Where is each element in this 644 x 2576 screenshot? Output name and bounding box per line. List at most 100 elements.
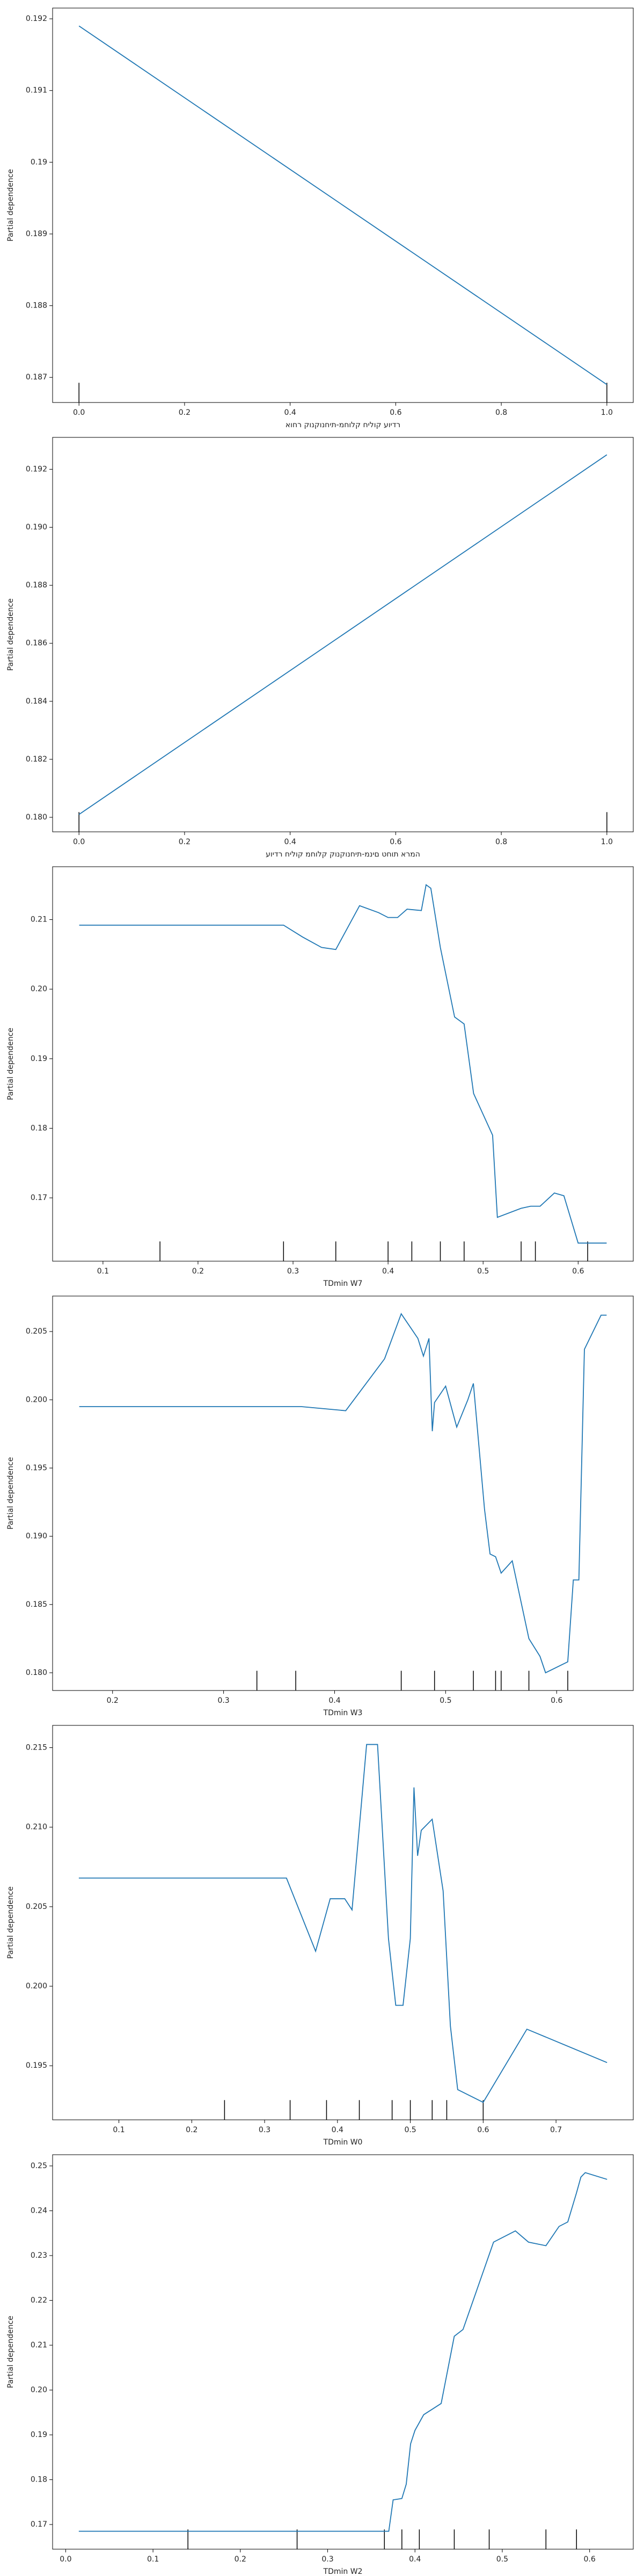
x-tick-label: 0.4 [284, 408, 296, 417]
axes-frame [52, 866, 634, 1262]
x-tick-label: 0.7 [550, 2126, 562, 2134]
y-tick-label: 0.22 [31, 2296, 47, 2304]
axes-frame [52, 2154, 634, 2550]
x-tick-label: 0.0 [73, 408, 85, 417]
y-axis-label: Partial dependence [6, 598, 15, 671]
y-tick-label: 0.189 [26, 230, 47, 238]
y-tick-label: 0.19 [31, 158, 47, 166]
y-tick-label: 0.17 [31, 1194, 47, 1202]
x-tick-label: 0.5 [404, 2126, 416, 2134]
y-tick-label: 0.24 [31, 2206, 47, 2215]
x-tick-label: 0.2 [235, 2555, 246, 2564]
pd-line [79, 884, 607, 1244]
x-tick-label: 0.8 [495, 838, 507, 846]
axes-frame [52, 1725, 634, 2120]
x-tick-label: 0.2 [179, 408, 191, 417]
y-tick-label: 0.19 [31, 2431, 47, 2439]
pd-line [79, 1313, 607, 1674]
y-tick-label: 0.200 [26, 1982, 47, 1990]
y-axis-label: Partial dependence [6, 2316, 15, 2388]
y-tick-label: 0.182 [26, 755, 47, 764]
y-tick-label: 0.205 [26, 1902, 47, 1911]
x-tick-label: 0.4 [328, 1696, 340, 1705]
y-axis-label: Partial dependence [6, 1457, 15, 1529]
y-tick-label: 0.180 [26, 813, 47, 822]
y-tick-label: 0.18 [31, 1124, 47, 1132]
x-tick-label: 0.3 [217, 1696, 229, 1705]
x-tick-label: 0.6 [390, 838, 401, 846]
y-tick-label: 0.180 [26, 1668, 47, 1677]
pd-line [78, 2172, 608, 2532]
y-tick-label: 0.19 [31, 1055, 47, 1063]
axes-frame [52, 1296, 634, 1691]
y-tick-label: 0.195 [26, 1463, 47, 1472]
x-tick-label: 0.4 [332, 2126, 343, 2134]
y-tick-label: 0.188 [26, 302, 47, 310]
x-tick-label: 0.2 [186, 2126, 197, 2134]
x-axis-label: המרא תוחט םינמ-תיחנוקנוק קלוחמ קוליח רדי… [266, 850, 420, 859]
x-tick-label: 0.6 [390, 408, 401, 417]
x-tick-label: 0.8 [495, 408, 507, 417]
x-tick-label: 0.2 [192, 1267, 204, 1276]
x-tick-label: 1.0 [601, 408, 613, 417]
y-tick-label: 0.25 [31, 2162, 47, 2170]
x-tick-label: 1.0 [601, 838, 613, 846]
y-tick-label: 0.17 [31, 2520, 47, 2529]
x-tick-label: 0.4 [409, 2555, 421, 2564]
y-tick-label: 0.20 [31, 2385, 47, 2394]
y-tick-label: 0.200 [26, 1395, 47, 1404]
y-tick-label: 0.188 [26, 581, 47, 590]
x-axis-label: TDmin W2 [323, 2567, 363, 2576]
y-tick-label: 0.185 [26, 1600, 47, 1609]
y-tick-label: 0.192 [26, 465, 47, 473]
x-tick-label: 0.2 [179, 838, 191, 846]
y-tick-label: 0.195 [26, 2061, 47, 2070]
y-tick-label: 0.186 [26, 639, 47, 648]
y-tick-label: 0.23 [31, 2251, 47, 2260]
y-tick-label: 0.187 [26, 373, 47, 382]
x-tick-label: 0.3 [321, 2555, 333, 2564]
y-tick-label: 0.190 [26, 1532, 47, 1541]
x-tick-label: 0.0 [60, 2555, 71, 2564]
y-tick-label: 0.215 [26, 1743, 47, 1752]
x-axis-label: רדיוע קוליח קלוחמ-תיחנוקנוק רחוא [286, 421, 400, 429]
x-tick-label: 0.1 [147, 2555, 159, 2564]
y-tick-label: 0.21 [31, 2341, 47, 2350]
x-tick-label: 0.2 [107, 1696, 119, 1705]
x-tick-label: 0.0 [73, 838, 85, 846]
x-axis-label: TDmin W3 [323, 1709, 363, 1717]
y-axis-label: Partial dependence [6, 1028, 15, 1100]
x-tick-label: 0.1 [97, 1267, 109, 1276]
x-tick-label: 0.4 [284, 838, 296, 846]
x-axis-label: TDmin W7 [323, 1279, 363, 1288]
x-tick-label: 0.6 [477, 2126, 489, 2134]
y-tick-label: 0.20 [31, 985, 47, 993]
pd-line [78, 25, 608, 385]
y-tick-label: 0.190 [26, 523, 47, 532]
x-tick-label: 0.6 [551, 1696, 562, 1705]
x-tick-label: 0.1 [113, 2126, 125, 2134]
pd-line [78, 1744, 608, 2103]
y-tick-label: 0.21 [31, 916, 47, 924]
pd-line [78, 454, 608, 815]
x-tick-label: 0.3 [259, 2126, 270, 2134]
y-tick-label: 0.192 [26, 14, 47, 23]
x-tick-label: 0.6 [572, 1267, 584, 1276]
x-tick-label: 0.5 [440, 1696, 451, 1705]
x-tick-label: 0.5 [496, 2555, 508, 2564]
y-tick-label: 0.205 [26, 1327, 47, 1336]
y-tick-label: 0.184 [26, 697, 47, 706]
x-tick-label: 0.3 [287, 1267, 299, 1276]
x-tick-label: 0.6 [584, 2555, 596, 2564]
axes-frame [52, 437, 634, 832]
x-tick-label: 0.4 [382, 1267, 394, 1276]
axes-frame [52, 8, 634, 403]
x-axis-label: TDmin W0 [323, 2138, 363, 2147]
y-tick-label: 0.191 [26, 86, 47, 95]
y-axis-label: Partial dependence [6, 169, 15, 241]
y-tick-label: 0.210 [26, 1823, 47, 1832]
y-tick-label: 0.18 [31, 2476, 47, 2484]
y-axis-label: Partial dependence [6, 1886, 15, 1959]
